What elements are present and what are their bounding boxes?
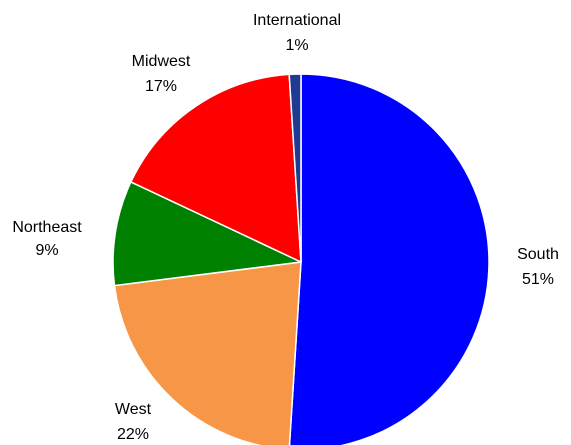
slice-value-northeast: 9% <box>35 242 58 259</box>
slice-label-international: International <box>253 12 341 29</box>
pie-slice-midwest <box>130 73 302 263</box>
pie-slices <box>112 73 490 445</box>
slice-value-international: 1% <box>285 37 308 54</box>
slice-label-northeast: Northeast <box>12 219 82 236</box>
pie-slice-northeast <box>112 181 302 287</box>
pie-slice-south <box>288 73 490 445</box>
pie-slice-international <box>288 73 302 263</box>
slice-label-south: South <box>517 246 559 263</box>
pie-labels: South 51% West 22% Northeast 9% Midwest 17% Inte… <box>12 12 559 443</box>
pie-slice-west <box>113 261 302 445</box>
slice-value-south: 51% <box>522 271 554 288</box>
slice-label-west: West <box>115 401 152 418</box>
slice-value-midwest: 17% <box>145 78 177 95</box>
slice-value-west: 22% <box>117 426 149 443</box>
slice-label-midwest: Midwest <box>132 53 191 70</box>
